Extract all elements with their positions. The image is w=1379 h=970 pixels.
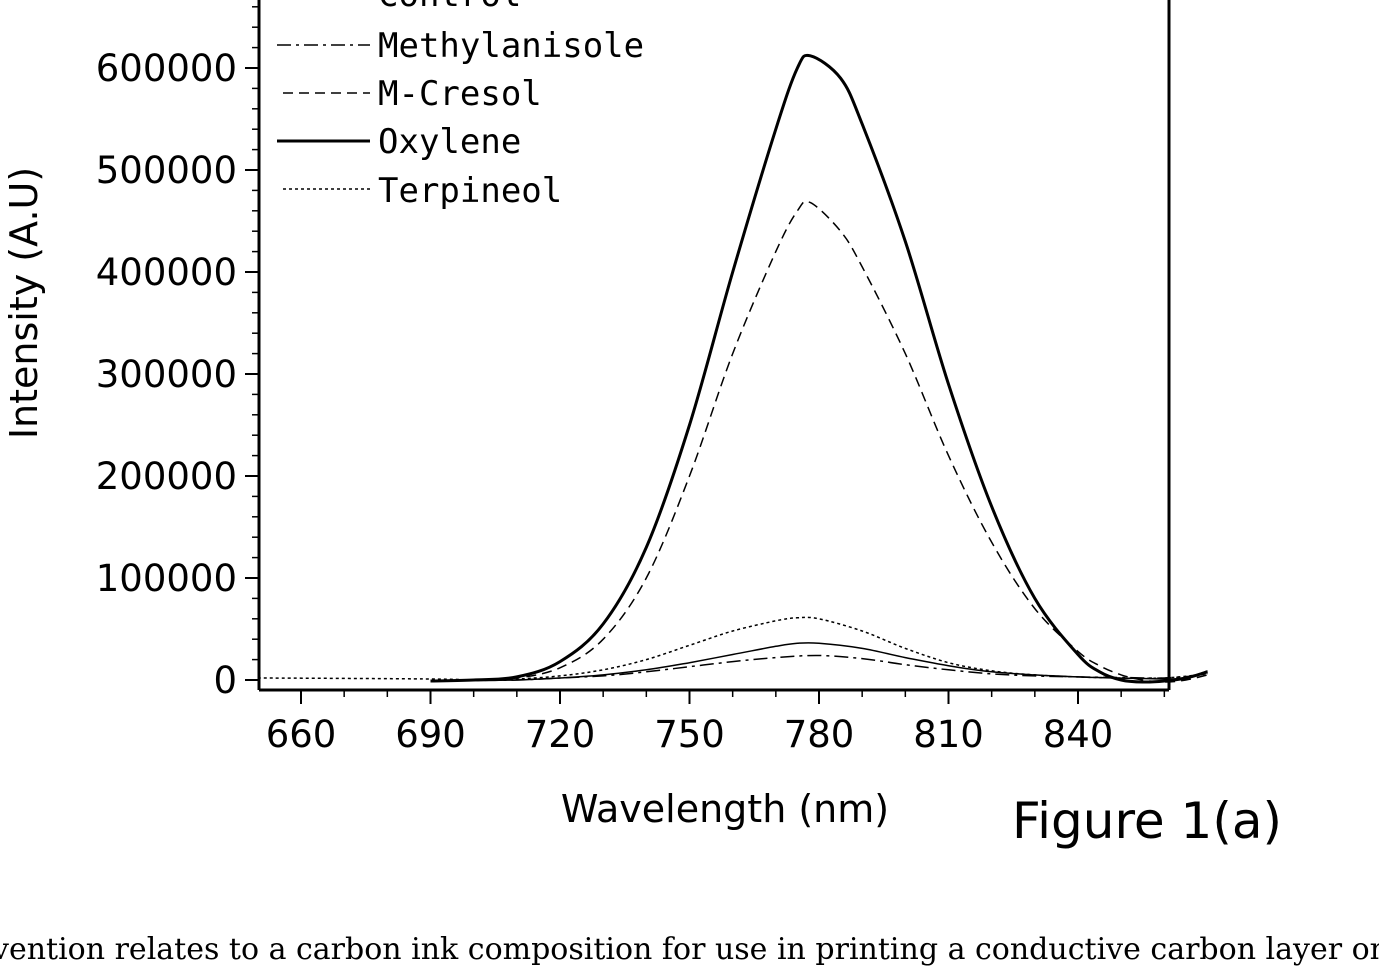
plot-frame [257, 0, 1171, 692]
y-axis-title: Intensity (A.U) [2, 167, 46, 439]
x-ticks: 660 690 720 750 780 810 840 [266, 690, 1166, 756]
x-tick-label: 660 [266, 713, 337, 756]
legend-label-oxylene: Oxylene [378, 122, 521, 162]
y-tick-label: 500000 [96, 149, 237, 192]
legend-label-control: Control [378, 0, 521, 15]
x-axis-title: Wavelength (nm) [561, 787, 889, 831]
x-tick-label: 750 [654, 713, 725, 756]
legend-entry-oxylene: Oxylene [277, 122, 521, 162]
x-tick-label: 780 [784, 713, 855, 756]
x-tick-label: 720 [525, 713, 596, 756]
legend-entry-control: Control [378, 0, 521, 15]
series-line-m-cresol [430, 200, 1208, 683]
y-tick-label: 600000 [96, 47, 237, 90]
legend-label-terpineol: Terpineol [378, 171, 562, 211]
x-tick-label: 810 [913, 713, 984, 756]
legend-entry-m-cresol: M-Cresol [283, 74, 542, 114]
legend-entry-methylanisole: Methylanisole [277, 26, 644, 66]
series-lines [257, 53, 1208, 684]
y-ticks: 0 100000 200000 300000 400000 500000 600000 [96, 6, 259, 702]
y-tick-label: 400000 [96, 251, 237, 294]
figure-label: Figure 1(a) [1012, 792, 1282, 850]
y-tick-label: 300000 [96, 353, 237, 396]
legend-label-m-cresol: M-Cresol [378, 74, 542, 114]
series-line-oxylene [430, 53, 1208, 684]
series-line-terpineol [257, 616, 1208, 681]
y-tick-label: 0 [213, 659, 237, 702]
caption-text: vention relates to a carbon ink composit… [0, 932, 1379, 967]
series-line-control [430, 642, 1208, 682]
legend: Control Methylanisole M-Cresol Oxylene T… [277, 0, 644, 211]
x-tick-label: 690 [395, 713, 466, 756]
y-tick-label: 100000 [96, 557, 237, 600]
y-tick-label: 200000 [96, 455, 237, 498]
legend-label-methylanisole: Methylanisole [378, 26, 644, 66]
x-tick-label: 840 [1043, 713, 1114, 756]
legend-entry-terpineol: Terpineol [283, 171, 562, 211]
